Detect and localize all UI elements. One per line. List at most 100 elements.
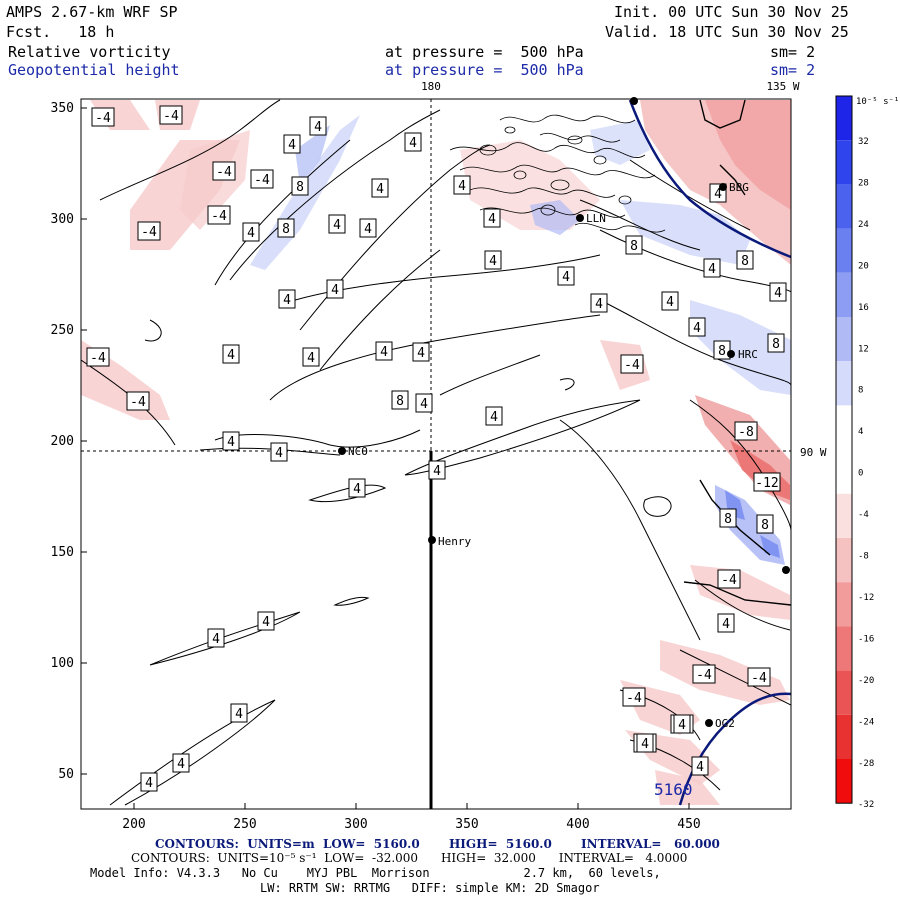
contour-label: -4 — [692, 664, 716, 684]
contour-label-text: 4 — [288, 138, 296, 153]
contour-label: 4 — [375, 341, 393, 361]
colorbar-segment — [836, 140, 852, 185]
colorbar-segment — [836, 272, 852, 317]
contour-label-text: 8 — [630, 239, 638, 254]
contour-label: 4 — [661, 291, 679, 311]
contour-label-text: 4 — [364, 222, 372, 237]
station-dot — [705, 719, 713, 727]
contour-label: 8 — [625, 235, 643, 255]
contour-label-text: 4 — [331, 283, 339, 298]
contour-label-text: 4 — [774, 286, 782, 301]
colorbar-segment — [836, 228, 852, 273]
station-label: OG2 — [715, 717, 735, 730]
contour-label: 4 — [283, 134, 301, 154]
station-dot — [719, 183, 727, 191]
contour-label: 4 — [691, 756, 709, 776]
y-tick-label: 200 — [51, 434, 74, 449]
contour-label: 4 — [688, 317, 706, 337]
colorbar: 32 28 24 20 16 12 8 4 0 -4 -8 -12 -16 -20 -24 -28 -32 — [835, 95, 874, 810]
contour-label: 4 — [590, 293, 608, 313]
colorbar-label: -16 — [858, 634, 874, 644]
contour-label-text: 4 — [595, 297, 603, 312]
contour-label-text: -4 — [751, 671, 767, 686]
contour-label: 8 — [713, 340, 731, 360]
contour-label-text: -4 — [254, 173, 270, 188]
contour-label: -4 — [91, 107, 115, 127]
x-tick-label: 450 — [677, 817, 700, 832]
y-tick-label: 100 — [51, 656, 74, 671]
contour-label-text: 4 — [283, 293, 291, 308]
contour-label-text: 4 — [212, 632, 220, 647]
model-title: AMPS 2.67-km WRF SP — [6, 3, 178, 21]
footer-vorticity-contours: CONTOURS: UNITS=10⁻⁵ s⁻¹ LOW= -32.000 HI… — [131, 851, 688, 865]
contour-label-text: 8 — [396, 394, 404, 409]
station-label: HRC — [738, 348, 758, 361]
colorbar-segment — [836, 405, 852, 450]
contour-label-text: 4 — [562, 270, 570, 285]
contour-label-text: 4 — [314, 120, 322, 135]
contour-label: 4 — [557, 266, 575, 286]
contour-label-text: -4 — [90, 351, 106, 366]
contour-label-text: 4 — [409, 136, 417, 151]
contour-label-text: -4 — [624, 358, 640, 373]
forecast-hour: Fcst. 18 h — [6, 23, 115, 41]
contour-label: -12 — [753, 472, 781, 492]
contour-label: 4 — [428, 460, 446, 480]
colorbar-label: 32 — [858, 137, 869, 147]
contour-label: 4 — [278, 289, 296, 309]
y-tick-label: 150 — [51, 545, 74, 560]
colorbar-label: 28 — [858, 178, 869, 188]
contour-label: -4 — [137, 221, 161, 241]
colorbar-segment — [836, 759, 852, 804]
colorbar-label: -8 — [858, 552, 869, 562]
y-tick-label: 250 — [51, 323, 74, 338]
contour-label: -4 — [159, 105, 183, 125]
contour-label: 8 — [767, 333, 785, 353]
contour-label-text: 4 — [489, 254, 497, 269]
x-tick-label: 200 — [122, 817, 145, 832]
contour-label: -4 — [212, 161, 236, 181]
contour-label: -4 — [250, 169, 274, 189]
y-tick-label: 50 — [58, 767, 74, 782]
contour-label: 4 — [309, 116, 327, 136]
contour-label-text: 4 — [177, 757, 185, 772]
colorbar-segment — [836, 317, 852, 362]
height-contour-label: 5160 — [654, 780, 693, 799]
init-time: Init. 00 UTC Sun 30 Nov 25 — [614, 3, 849, 21]
contour-label-text: 4 — [417, 346, 425, 361]
colorbar-label: -4 — [858, 510, 869, 520]
colorbar-label: 0 — [858, 469, 863, 479]
station-dot — [782, 566, 790, 574]
contour-label-text: 4 — [227, 348, 235, 363]
contour-label-text: 4 — [490, 410, 498, 425]
contour-label: -4 — [717, 569, 741, 589]
x-axis-ticks: 200 250 300 350 400 450 — [122, 803, 701, 832]
contour-label-text: -4 — [216, 165, 232, 180]
x-tick-label: 400 — [566, 817, 589, 832]
colorbar-segment — [836, 714, 852, 759]
contour-label-text: 8 — [296, 180, 304, 195]
contour-label-text: 8 — [718, 344, 726, 359]
field2-name: Geopotential height — [8, 61, 180, 79]
contour-label: 4 — [415, 393, 433, 413]
contour-label-text: 4 — [708, 262, 716, 277]
colorbar-label: -20 — [858, 676, 874, 686]
contour-label: 8 — [719, 508, 737, 528]
colorbar-label: -32 — [858, 800, 874, 810]
colorbar-label: 20 — [858, 261, 869, 271]
vorticity-contour-labels: -4-4-4-4-4-4-4-4-4-4-4-4-4-4-4-8-1244444… — [86, 105, 787, 792]
contour-label-text: 4 — [227, 435, 235, 450]
contour-label: 4 — [673, 714, 691, 734]
contour-label: 8 — [756, 514, 774, 534]
vorticity-fill — [81, 99, 791, 806]
contour-label: 4 — [717, 613, 735, 633]
contour-label: -4 — [207, 205, 231, 225]
contour-label: 4 — [328, 214, 346, 234]
contour-label-text: 4 — [693, 321, 701, 336]
contour-label: 4 — [302, 347, 320, 367]
contour-label-text: 4 — [307, 351, 315, 366]
colorbar-label: 8 — [858, 386, 863, 396]
contour-label: -4 — [622, 687, 646, 707]
colorbar-segment — [836, 96, 852, 141]
